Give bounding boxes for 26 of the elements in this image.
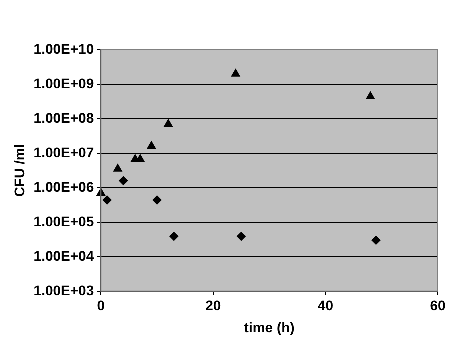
- x-axis-title: time (h): [244, 319, 295, 336]
- point: [102, 196, 112, 205]
- point: [114, 164, 122, 172]
- point: [164, 119, 173, 128]
- y-tick-label: 1.00E+06: [34, 178, 94, 195]
- point: [152, 196, 162, 205]
- point: [231, 69, 240, 77]
- y-tick-label: 1.00E+09: [34, 75, 94, 92]
- point: [147, 141, 156, 150]
- point: [236, 232, 246, 242]
- y-tick-label: 1.00E+07: [34, 144, 94, 160]
- y-tick-label: 1.00E+10: [34, 40, 94, 57]
- point: [136, 154, 145, 162]
- x-tick-label: 20: [206, 298, 222, 314]
- x-tick-label: 40: [318, 298, 334, 314]
- point: [372, 236, 381, 245]
- y-tick-label: 1.00E+03: [34, 282, 94, 298]
- x-tick-label: 0: [97, 298, 106, 314]
- y-tick-label: 1.00E+08: [34, 110, 94, 126]
- y-axis-title: CFU /ml: [11, 144, 28, 198]
- point: [366, 92, 376, 100]
- y-tick-label: 1.00E+05: [34, 213, 94, 230]
- y-tick-label: 1.00E+04: [34, 248, 94, 264]
- point: [170, 232, 179, 242]
- x-tick-label: 60: [430, 298, 446, 314]
- point: [119, 176, 128, 186]
